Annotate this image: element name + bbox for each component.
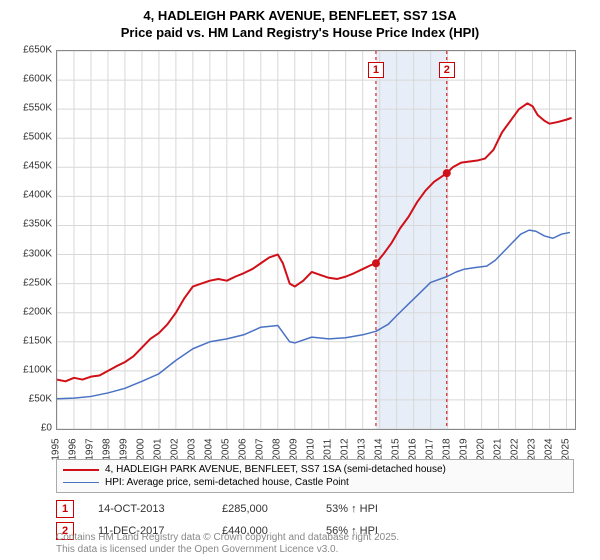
x-tick-label: 2023 <box>526 438 537 460</box>
chart-marker-badge-2: 2 <box>439 62 455 78</box>
footer-line2: This data is licensed under the Open Gov… <box>56 544 399 556</box>
y-tick-label: £650K <box>23 45 52 56</box>
y-tick-label: £250K <box>23 277 52 288</box>
chart-title-line1: 4, HADLEIGH PARK AVENUE, BENFLEET, SS7 1… <box>0 0 600 25</box>
x-tick-label: 2003 <box>186 438 197 460</box>
legend-box: 4, HADLEIGH PARK AVENUE, BENFLEET, SS7 1… <box>56 459 574 493</box>
x-tick-label: 2004 <box>203 438 214 460</box>
x-tick-label: 2010 <box>305 438 316 460</box>
x-tick-label: 1996 <box>67 438 78 460</box>
x-tick-label: 2022 <box>509 438 520 460</box>
y-tick-label: £0 <box>41 423 52 434</box>
x-tick-label: 2007 <box>254 438 265 460</box>
chart-marker-badge-1: 1 <box>368 62 384 78</box>
x-tick-label: 2014 <box>373 438 384 460</box>
x-tick-label: 2019 <box>458 438 469 460</box>
x-tick-label: 1998 <box>101 438 112 460</box>
legend-swatch-hpi <box>63 482 99 484</box>
x-tick-label: 2006 <box>237 438 248 460</box>
x-tick-label: 2005 <box>220 438 231 460</box>
chart-svg <box>57 51 575 429</box>
footer-line1: Contains HM Land Registry data © Crown c… <box>56 532 399 544</box>
x-tick-label: 2000 <box>135 438 146 460</box>
marker-badge-1: 1 <box>56 500 74 518</box>
y-tick-label: £550K <box>23 103 52 114</box>
x-tick-label: 2012 <box>339 438 350 460</box>
legend-row-property: 4, HADLEIGH PARK AVENUE, BENFLEET, SS7 1… <box>63 463 567 476</box>
x-tick-label: 2024 <box>543 438 554 460</box>
x-tick-label: 2009 <box>288 438 299 460</box>
legend-row-hpi: HPI: Average price, semi-detached house,… <box>63 476 567 489</box>
y-tick-label: £450K <box>23 161 52 172</box>
marker-price-1: £285,000 <box>222 503 302 515</box>
x-tick-label: 2018 <box>441 438 452 460</box>
y-tick-label: £350K <box>23 219 52 230</box>
x-tick-label: 2002 <box>169 438 180 460</box>
x-tick-label: 1995 <box>51 438 62 460</box>
y-tick-label: £300K <box>23 248 52 259</box>
marker-pct-1: 53% ↑ HPI <box>326 503 378 515</box>
legend-label-hpi: HPI: Average price, semi-detached house,… <box>105 477 349 488</box>
x-tick-label: 2017 <box>424 438 435 460</box>
x-tick-label: 2025 <box>560 438 571 460</box>
x-tick-label: 2015 <box>390 438 401 460</box>
y-tick-label: £100K <box>23 364 52 375</box>
x-tick-label: 2001 <box>152 438 163 460</box>
chart-plot-area <box>56 50 576 430</box>
chart-title-line2: Price paid vs. HM Land Registry's House … <box>0 25 600 40</box>
x-tick-label: 2008 <box>271 438 282 460</box>
y-tick-label: £600K <box>23 74 52 85</box>
y-tick-label: £150K <box>23 335 52 346</box>
x-tick-label: 2020 <box>475 438 486 460</box>
x-tick-label: 2011 <box>322 439 333 461</box>
marker-date-1: 14-OCT-2013 <box>98 503 198 515</box>
y-tick-label: £500K <box>23 132 52 143</box>
x-tick-label: 1999 <box>118 438 129 460</box>
footer-attribution: Contains HM Land Registry data © Crown c… <box>56 532 399 556</box>
y-tick-label: £200K <box>23 306 52 317</box>
legend-label-property: 4, HADLEIGH PARK AVENUE, BENFLEET, SS7 1… <box>105 464 446 475</box>
x-tick-label: 1997 <box>84 438 95 460</box>
y-tick-label: £50K <box>29 393 52 404</box>
y-tick-label: £400K <box>23 190 52 201</box>
x-tick-label: 2013 <box>356 438 367 460</box>
legend-swatch-property <box>63 469 99 471</box>
x-tick-label: 2021 <box>492 438 503 460</box>
x-tick-label: 2016 <box>407 438 418 460</box>
marker-row-1: 1 14-OCT-2013 £285,000 53% ↑ HPI <box>56 498 378 520</box>
